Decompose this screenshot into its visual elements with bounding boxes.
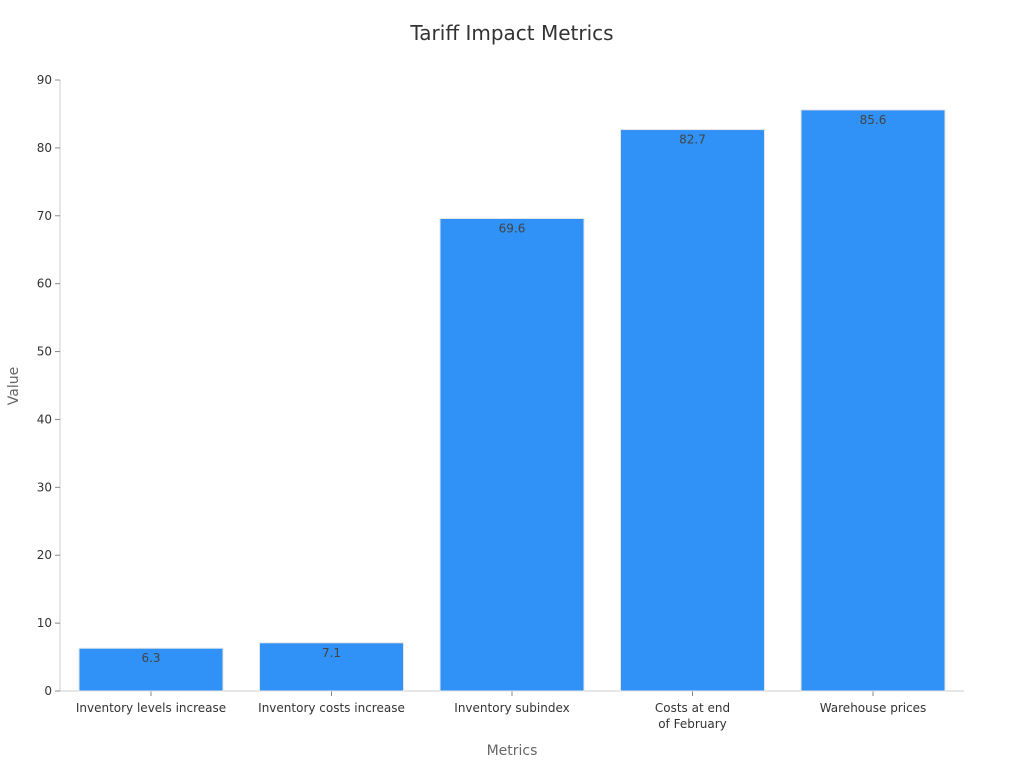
bar-value-label: 7.1 (322, 646, 341, 660)
y-tick-label: 40 (37, 412, 52, 426)
y-tick-label: 60 (37, 277, 52, 291)
y-tick-label: 70 (37, 209, 52, 223)
bar-value-label: 82.7 (679, 133, 706, 147)
y-tick-label: 50 (37, 345, 52, 359)
bar-value-label: 69.6 (499, 221, 526, 235)
x-tick-label: Costs at end of February (655, 701, 730, 731)
data-labels: 6.3 7.1 69.6 82.7 85.6 (141, 113, 886, 665)
bars (78, 109, 946, 692)
x-tick-label: Inventory costs increase (258, 701, 405, 715)
x-tick-label: Inventory subindex (454, 701, 569, 715)
axes: 0 10 20 30 40 50 60 70 80 90 Inventory levels incr… (37, 73, 964, 731)
y-tick-label: 0 (44, 684, 52, 698)
y-tick-label: 10 (37, 616, 52, 630)
y-axis-title: Value (6, 367, 22, 405)
x-tick-label: Inventory levels increase (76, 701, 226, 715)
y-tick-label: 90 (37, 73, 52, 87)
y-tick-label: 30 (37, 480, 52, 494)
x-axis-title: Metrics (487, 743, 538, 759)
chart-title: Tariff Impact Metrics (409, 21, 613, 45)
bar[interactable] (620, 129, 765, 692)
y-tick-label: 20 (37, 548, 52, 562)
bar[interactable] (800, 109, 946, 692)
bar-value-label: 85.6 (860, 113, 887, 127)
bar[interactable] (439, 217, 585, 692)
y-tick-label: 80 (37, 141, 52, 155)
x-tick-label: Warehouse prices (820, 701, 927, 715)
bar-value-label: 6.3 (141, 651, 160, 665)
bar[interactable] (259, 642, 404, 692)
bar[interactable] (78, 647, 224, 692)
